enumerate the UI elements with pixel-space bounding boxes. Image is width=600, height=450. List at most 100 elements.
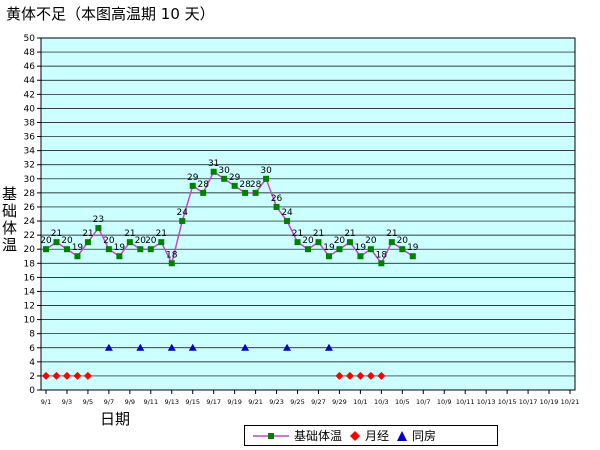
temperature-point (231, 182, 238, 189)
menstruation-point (52, 371, 61, 380)
y-tick-labels: 0246810121416182022242628303234363840424… (24, 34, 36, 396)
temperature-point (74, 253, 81, 260)
x-tick-label: 9/17 (206, 398, 221, 406)
temperature-data-label: 28 (197, 180, 209, 190)
legend-item-intercourse: 同房 (395, 427, 436, 444)
temperature-data-label: 19 (72, 243, 84, 253)
y-tick-label: 26 (24, 203, 36, 213)
temperature-data-label: 23 (93, 215, 104, 225)
menstruation-point (356, 371, 365, 380)
temperature-point (346, 239, 353, 246)
intercourse-point (324, 343, 333, 351)
intercourse-point (188, 343, 197, 351)
temperature-point (189, 182, 196, 189)
temperature-point (158, 239, 165, 246)
menstruation-point (366, 371, 375, 380)
y-tick-label: 50 (24, 34, 36, 44)
temperature-point (273, 203, 280, 210)
x-tick-label: 10/15 (498, 398, 517, 406)
intercourse-point (104, 343, 113, 351)
y-tick-label: 32 (24, 161, 35, 171)
x-tick-label: 10/21 (561, 398, 580, 406)
temperature-point (116, 253, 123, 260)
legend-label: 同房 (412, 429, 437, 443)
temperature-point (325, 253, 332, 260)
temperature-data-label: 31 (208, 159, 219, 169)
x-tick-label: 10/11 (456, 398, 475, 406)
y-tick-label: 8 (29, 330, 35, 340)
temperature-data-label: 20 (302, 236, 314, 246)
temperature-data-label: 28 (239, 180, 251, 190)
temperature-point (378, 260, 385, 267)
temperature-data-label: 30 (260, 166, 272, 176)
temperature-data-label: 20 (397, 236, 409, 246)
menstruation-point (345, 371, 354, 380)
y-tick-label: 20 (24, 245, 36, 255)
temperature-point (409, 253, 416, 260)
chart-title: 黄体不足（本图高温期 10 天） (6, 5, 215, 23)
temperature-line-icon (253, 432, 289, 439)
temperature-data-label: 24 (281, 208, 293, 218)
temperature-point (105, 246, 112, 253)
legend: 基础体温 月经 同房 (244, 425, 498, 446)
temperature-data-label: 20 (365, 236, 377, 246)
x-tick-label: 9/15 (185, 398, 200, 406)
legend-label: 月经 (365, 429, 390, 443)
menstruation-point (62, 371, 71, 380)
temperature-point (284, 218, 291, 225)
temperature-point (137, 246, 144, 253)
temperature-data-label: 19 (323, 243, 335, 253)
temperature-data-label: 20 (334, 236, 346, 246)
temperature-data-label: 21 (82, 229, 93, 239)
temperature-data-label: 21 (344, 229, 355, 239)
y-tick-label: 28 (24, 189, 36, 199)
x-tick-label: 10/1 (353, 398, 368, 406)
y-tick-label: 30 (24, 175, 36, 185)
temperature-point (305, 246, 311, 253)
temperature-point (53, 239, 60, 246)
temperature-point (242, 189, 249, 196)
y-axis-label-char: 温 (2, 236, 18, 254)
y-tick-label: 44 (24, 76, 36, 86)
x-axis-label: 日期 (100, 410, 131, 428)
temperature-data-label: 20 (40, 236, 52, 246)
temperature-data-label: 20 (103, 236, 115, 246)
temperature-point (168, 260, 175, 267)
temperature-point (95, 225, 102, 232)
plot-area (40, 37, 576, 391)
y-tick-label: 10 (24, 316, 36, 326)
y-tick-label: 38 (24, 118, 36, 128)
y-tick-label: 6 (29, 344, 35, 354)
temperature-point (179, 218, 186, 225)
y-axis-label-char: 体 (2, 219, 18, 237)
x-tick-label: 9/5 (83, 398, 93, 406)
temperature-data-label: 30 (218, 166, 230, 176)
x-tick-label: 10/17 (519, 398, 538, 406)
temperature-data-label: 21 (124, 229, 135, 239)
x-tick-label: 9/19 (227, 398, 242, 406)
temperature-point (399, 246, 406, 253)
temperature-data-label: 20 (135, 236, 147, 246)
x-tick-label: 9/21 (248, 398, 263, 406)
x-tick-label: 10/3 (374, 398, 389, 406)
temperature-data-label: 19 (114, 243, 126, 253)
temperature-data-label: 21 (386, 229, 397, 239)
y-tick-label: 36 (24, 133, 36, 143)
temperature-data-label: 29 (187, 173, 199, 183)
temperature-data-label: 19 (407, 243, 419, 253)
y-tick-label: 4 (29, 358, 35, 368)
bbt-chart: 0246810121416182022242628303234363840424… (24, 34, 580, 406)
diamond-icon (350, 430, 361, 441)
legend-item-temperature: 基础体温 (251, 427, 342, 444)
menstruation-point (83, 371, 92, 380)
temperature-point (294, 239, 301, 246)
y-tick-label: 42 (24, 90, 35, 100)
x-tick-label: 10/9 (437, 398, 452, 406)
temperature-data-label: 28 (250, 180, 262, 190)
intercourse-point (136, 343, 145, 351)
x-tick-label: 9/23 (269, 398, 284, 406)
temperature-data-label: 24 (177, 208, 189, 218)
x-tick-labels: 9/1 9/3 9/5 9/7 9/9 9/11 9/13 9/15 9/17 9/19 9/21 9… (41, 390, 580, 406)
temperature-data-label: 29 (229, 173, 241, 183)
